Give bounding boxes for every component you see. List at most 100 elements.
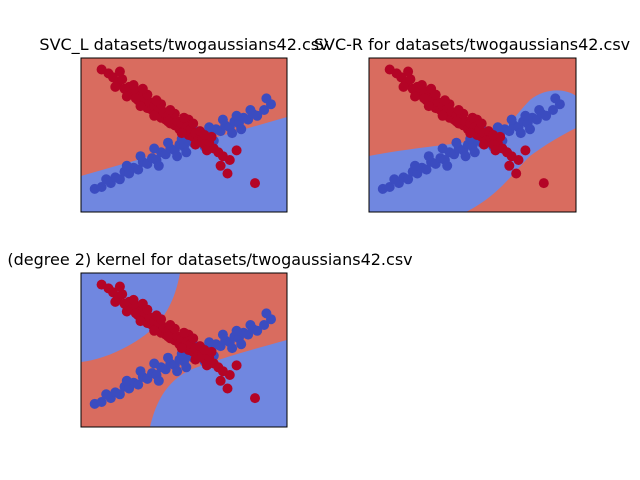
data-point-blue bbox=[403, 174, 414, 185]
data-point-red bbox=[224, 370, 235, 380]
data-point-red bbox=[215, 375, 226, 386]
plot-frame bbox=[368, 57, 577, 213]
data-point-red bbox=[176, 128, 187, 139]
data-point-red bbox=[416, 80, 427, 90]
scatter-points-linear bbox=[89, 64, 276, 194]
scatter-points-polynomial bbox=[89, 279, 276, 409]
data-point-blue bbox=[548, 105, 558, 115]
data-point-blue bbox=[227, 343, 238, 354]
data-point-red bbox=[179, 327, 189, 338]
data-point-red bbox=[222, 168, 233, 179]
data-point-blue bbox=[421, 164, 432, 175]
data-point-red bbox=[165, 320, 176, 330]
panel-linear: SVC_L datasets/twogaussians42.csv bbox=[39, 35, 329, 213]
data-point-red bbox=[114, 281, 125, 292]
data-point-red bbox=[110, 296, 121, 307]
data-point-blue bbox=[245, 320, 256, 330]
data-point-blue bbox=[133, 379, 144, 390]
data-point-blue bbox=[217, 329, 228, 340]
data-point-red bbox=[121, 306, 132, 317]
data-point-red bbox=[231, 360, 242, 371]
data-point-red bbox=[117, 289, 128, 300]
data-point-red bbox=[250, 178, 260, 189]
data-point-red bbox=[188, 118, 199, 129]
data-point-blue bbox=[149, 143, 160, 154]
data-point-red bbox=[437, 110, 448, 121]
data-point-red bbox=[149, 325, 160, 336]
plot-frame bbox=[80, 57, 288, 213]
data-point-red bbox=[222, 383, 233, 394]
data-point-blue bbox=[469, 147, 480, 158]
panel-title-linear: SVC_L datasets/twogaussians42.csv bbox=[39, 35, 328, 55]
data-point-blue bbox=[515, 128, 526, 139]
data-point-red bbox=[135, 101, 146, 112]
data-point-blue bbox=[492, 122, 503, 133]
data-point-red bbox=[405, 74, 416, 85]
data-point-blue bbox=[114, 389, 125, 400]
data-point-blue bbox=[135, 151, 146, 162]
plot-frame bbox=[80, 272, 288, 428]
data-point-red bbox=[538, 178, 549, 189]
data-point-red bbox=[149, 110, 160, 121]
data-point-red bbox=[190, 139, 201, 150]
data-point-red bbox=[114, 66, 125, 77]
data-point-red bbox=[511, 168, 522, 179]
data-point-red bbox=[188, 333, 199, 344]
panel-polynomial: (degree 2) kernel for datasets/twogaussi… bbox=[7, 250, 413, 428]
data-point-blue bbox=[181, 362, 192, 373]
data-point-red bbox=[403, 66, 414, 77]
data-point-red bbox=[179, 112, 189, 123]
data-point-blue bbox=[261, 93, 272, 104]
data-point-red bbox=[520, 145, 531, 156]
data-point-red bbox=[426, 83, 437, 94]
data-point-red bbox=[467, 112, 478, 123]
data-point-red bbox=[163, 116, 173, 127]
data-point-red bbox=[130, 93, 141, 104]
data-point-red bbox=[410, 91, 420, 102]
data-point-blue bbox=[231, 110, 242, 121]
data-point-blue bbox=[442, 160, 453, 171]
data-point-blue bbox=[121, 160, 132, 171]
data-point-red bbox=[231, 145, 242, 156]
panel-title-polynomial: (degree 2) kernel for datasets/twogaussi… bbox=[7, 250, 412, 269]
data-point-blue bbox=[520, 110, 531, 121]
panel-title-rbf: SVC-R for datasets/twogaussians42.csv bbox=[314, 35, 630, 54]
data-point-red bbox=[419, 93, 430, 104]
data-point-blue bbox=[259, 320, 270, 330]
data-point-blue bbox=[252, 110, 263, 121]
data-point-blue bbox=[172, 151, 183, 162]
data-point-red bbox=[151, 310, 162, 321]
data-point-red bbox=[453, 105, 464, 115]
data-point-blue bbox=[259, 105, 270, 115]
panel-rbf: SVC-R for datasets/twogaussians42.csv bbox=[314, 35, 630, 213]
data-point-red bbox=[190, 354, 201, 365]
data-point-blue bbox=[204, 337, 215, 348]
data-point-blue bbox=[181, 147, 192, 158]
decision-region-blue bbox=[81, 117, 287, 212]
data-point-blue bbox=[423, 151, 434, 162]
data-point-blue bbox=[550, 93, 561, 104]
data-point-blue bbox=[236, 339, 247, 350]
data-point-blue bbox=[153, 160, 164, 171]
data-point-red bbox=[250, 393, 260, 404]
data-point-blue bbox=[172, 366, 183, 377]
data-point-blue bbox=[96, 397, 107, 407]
data-point-red bbox=[110, 81, 121, 92]
data-point-red bbox=[476, 118, 487, 129]
data-point-red bbox=[215, 160, 226, 171]
data-point-red bbox=[165, 105, 176, 115]
data-point-blue bbox=[541, 110, 552, 121]
data-point-blue bbox=[101, 389, 112, 400]
data-point-red bbox=[117, 74, 128, 85]
data-point-red bbox=[423, 101, 434, 112]
data-point-red bbox=[121, 91, 132, 102]
data-point-blue bbox=[101, 174, 112, 185]
data-point-blue bbox=[217, 114, 228, 125]
data-point-red bbox=[137, 83, 148, 94]
data-point-blue bbox=[460, 151, 471, 162]
data-point-blue bbox=[153, 375, 164, 386]
data-point-blue bbox=[135, 366, 146, 377]
data-point-red bbox=[151, 95, 162, 106]
data-point-blue bbox=[163, 137, 173, 148]
data-point-blue bbox=[121, 375, 132, 386]
